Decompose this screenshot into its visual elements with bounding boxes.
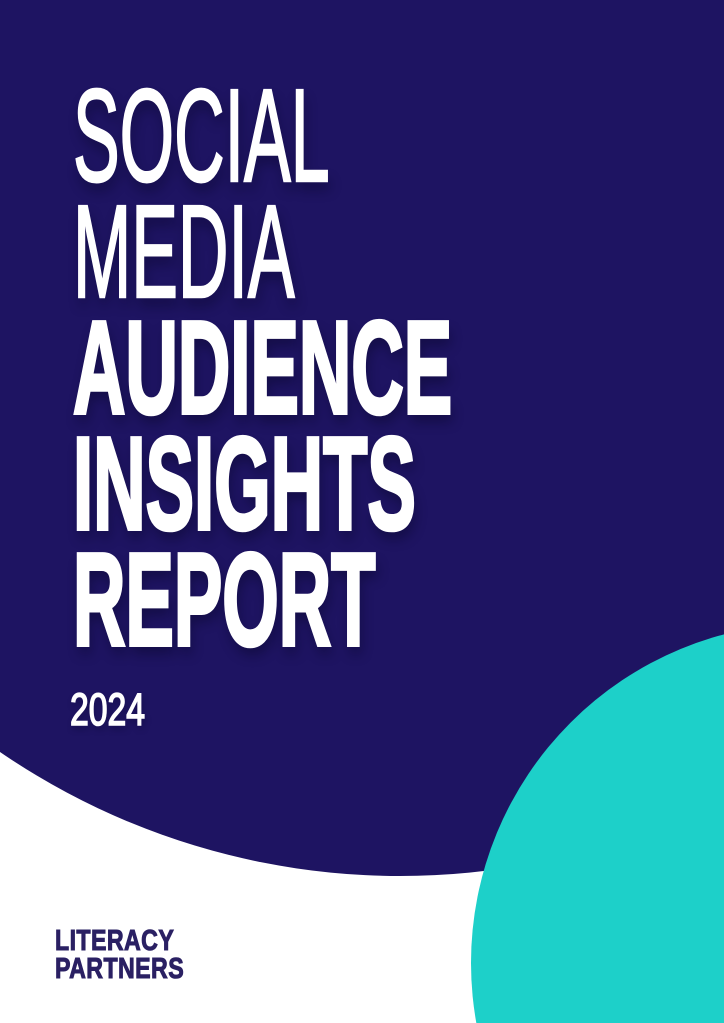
report-year: 2024 — [69, 684, 146, 735]
logo-line-literacy: LITERACY — [55, 925, 175, 957]
logo-line-partners: PARTNERS — [55, 953, 185, 985]
report-title: SOCIAL MEDIA AUDIENCE INSIGHTS REPORT — [72, 62, 724, 673]
title-line-social: SOCIAL — [72, 62, 330, 209]
title-line-audience: AUDIENCE — [72, 294, 453, 441]
title-line-report: REPORT — [72, 526, 377, 673]
title-line-media: MEDIA — [72, 178, 295, 325]
title-line-insights: INSIGHTS — [72, 410, 417, 557]
literacy-partners-logo: LITERACY PARTNERS — [55, 925, 216, 985]
